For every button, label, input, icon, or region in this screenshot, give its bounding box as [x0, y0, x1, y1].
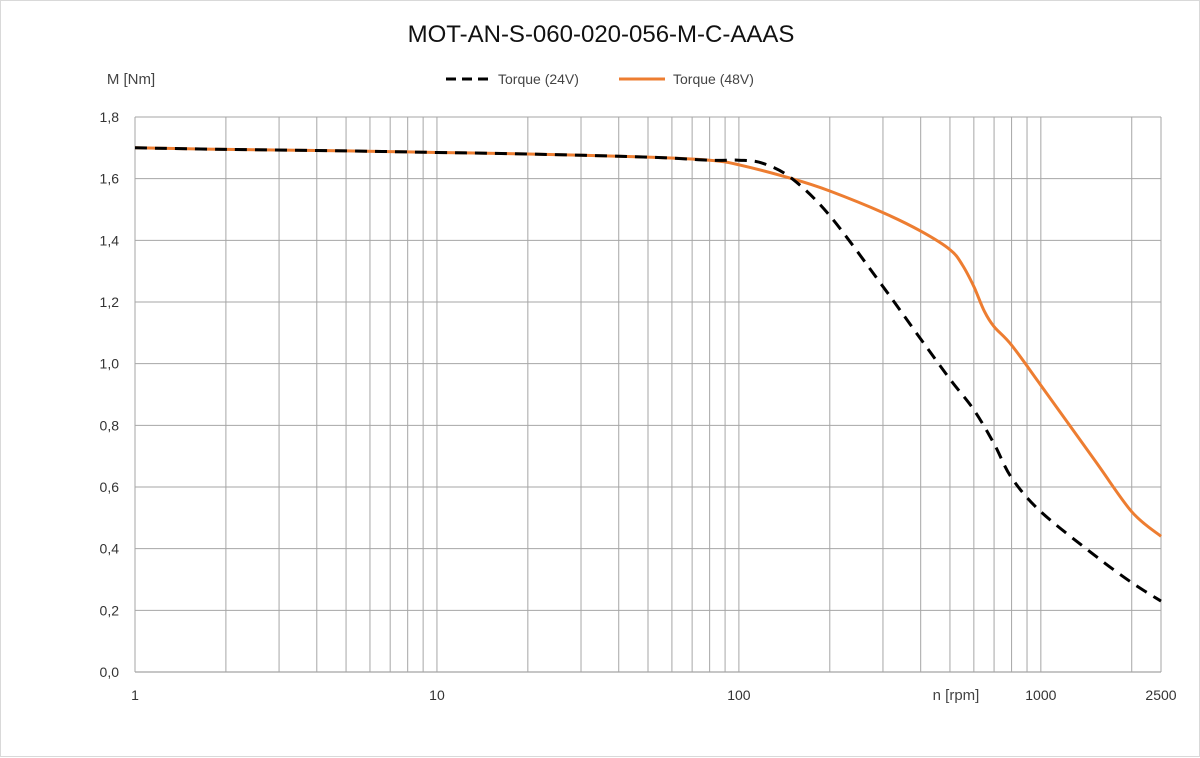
legend: Torque (24V) Torque (48V) [446, 71, 754, 87]
y-tick-label: 0,8 [100, 417, 120, 433]
x-tick-label: 10 [429, 687, 445, 703]
grid [134, 116, 1162, 673]
y-tick-label: 1,2 [100, 294, 120, 310]
y-axis-label: M [Nm] [107, 71, 155, 88]
legend-label-torque-48v: Torque (48V) [673, 71, 754, 87]
x-tick-label: 1 [131, 687, 139, 703]
y-tick-label: 1,8 [100, 109, 120, 125]
legend-label-torque-24v: Torque (24V) [498, 71, 579, 87]
x-tick-label: 100 [727, 687, 751, 703]
y-tick-label: 1,6 [100, 171, 120, 187]
y-tick-label: 0,0 [100, 664, 120, 680]
x-tick-label: 1000 [1025, 687, 1056, 703]
y-tick-label: 1,4 [100, 232, 120, 248]
y-tick-label: 0,2 [100, 602, 120, 618]
y-tick-label: 0,6 [100, 479, 120, 495]
x-axis-label: n [rpm] [933, 687, 980, 704]
x-tick-label: 2500 [1145, 687, 1176, 703]
series-lines [134, 146, 1162, 603]
y-tick-labels: 0,0 0,2 0,4 0,6 0,8 1,0 1,2 1,4 1,6 1,8 [100, 109, 120, 680]
y-tick-label: 1,0 [100, 356, 120, 372]
y-tick-label: 0,4 [100, 541, 120, 557]
x-tick-labels: 1 10 100 1000 2500 [131, 687, 1177, 703]
chart-title: MOT-AN-S-060-020-056-M-C-AAAS [408, 21, 795, 48]
series-line-torque-24v [134, 146, 1162, 603]
